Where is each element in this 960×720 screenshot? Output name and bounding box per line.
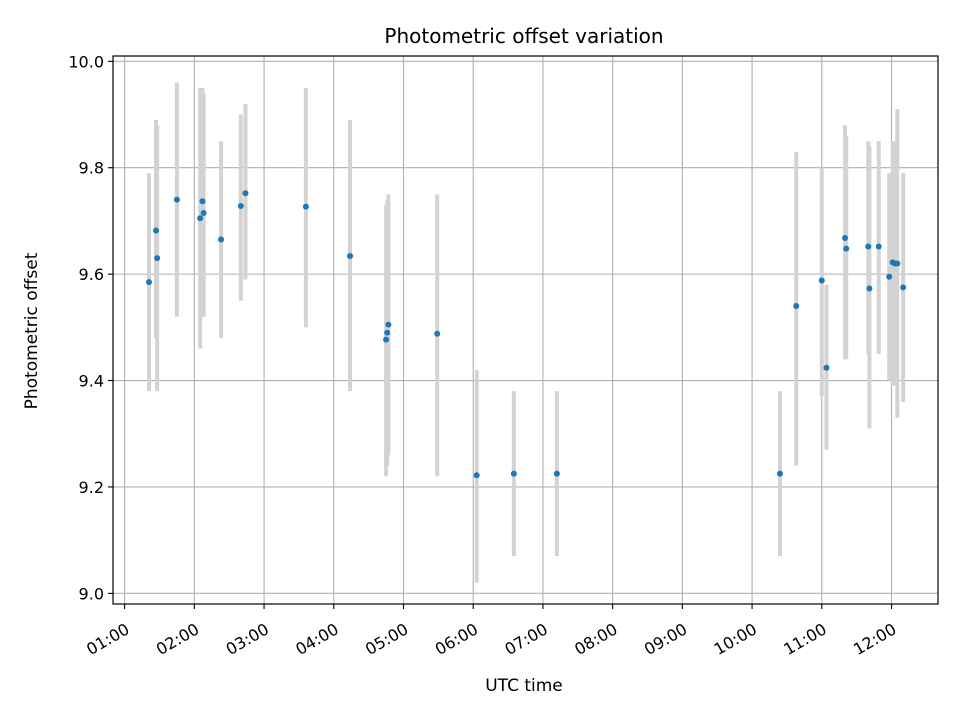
y-tick-label: 9.2 <box>79 478 104 497</box>
data-point <box>146 279 153 286</box>
data-point <box>894 260 901 267</box>
data-point <box>154 255 161 262</box>
data-point <box>818 277 825 284</box>
x-tick-label: 11:00 <box>780 619 829 659</box>
x-tick-label: 02:00 <box>153 619 202 659</box>
x-tick-label: 01:00 <box>83 619 132 659</box>
data-point <box>173 196 180 203</box>
data-point <box>823 364 830 371</box>
x-tick-label: 10:00 <box>711 619 760 659</box>
data-point <box>237 203 244 210</box>
x-tick-label: 07:00 <box>501 619 550 659</box>
data-point <box>900 284 907 291</box>
x-tick-label: 03:00 <box>223 619 272 659</box>
x-tick-label: 08:00 <box>571 619 620 659</box>
y-axis-label: Photometric offset <box>22 252 42 409</box>
data-point <box>776 470 783 477</box>
data-point <box>886 273 893 280</box>
data-point <box>383 336 390 343</box>
grid-lines <box>113 56 938 604</box>
x-tick-label: 04:00 <box>292 619 341 659</box>
y-tick-label: 10.0 <box>68 52 104 71</box>
data-point <box>793 303 800 310</box>
data-point <box>242 190 249 197</box>
data-point <box>510 470 517 477</box>
data-point <box>473 472 480 479</box>
axis-ticks: 01:00 02:00 03:00 04:00 05:00 06:00 07:00 08:00… <box>68 52 899 659</box>
y-tick-label: 9.8 <box>79 159 104 178</box>
data-point <box>200 209 207 216</box>
x-tick-label: 06:00 <box>432 619 481 659</box>
data-point <box>384 329 391 336</box>
data-point <box>197 215 204 222</box>
x-tick-label: 12:00 <box>850 619 899 659</box>
data-point <box>434 330 441 337</box>
x-tick-label: 05:00 <box>362 619 411 659</box>
y-tick-label: 9.6 <box>79 265 104 284</box>
data-points <box>146 190 907 479</box>
data-point <box>199 198 206 205</box>
data-point <box>152 227 159 234</box>
error-bars <box>147 82 906 583</box>
x-axis-label: UTC time <box>485 676 563 696</box>
data-point <box>347 253 354 260</box>
data-point <box>218 236 225 243</box>
data-point <box>843 245 850 252</box>
x-tick-label: 09:00 <box>641 619 690 659</box>
data-point <box>866 285 873 292</box>
data-point <box>302 203 309 210</box>
data-point <box>865 243 872 250</box>
chart-title: Photometric offset variation <box>384 24 663 48</box>
data-point <box>553 470 560 477</box>
y-tick-label: 9.0 <box>79 584 104 603</box>
data-point <box>385 321 392 328</box>
data-point <box>875 243 882 250</box>
plot-area-frame <box>112 55 939 605</box>
y-tick-label: 9.4 <box>79 372 104 391</box>
data-point <box>842 234 849 241</box>
